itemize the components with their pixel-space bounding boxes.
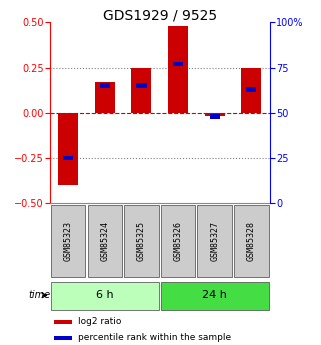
Text: log2 ratio: log2 ratio <box>78 317 122 326</box>
Text: GSM85328: GSM85328 <box>247 221 256 261</box>
Bar <box>63 156 73 160</box>
Bar <box>161 282 269 310</box>
Bar <box>131 68 152 113</box>
Bar <box>173 62 183 66</box>
Bar <box>51 205 85 277</box>
Text: GSM85323: GSM85323 <box>64 221 73 261</box>
Bar <box>54 320 72 324</box>
Bar <box>161 205 195 277</box>
Text: GSM85324: GSM85324 <box>100 221 109 261</box>
Bar <box>241 68 261 113</box>
Bar <box>168 26 188 113</box>
Text: GSM85327: GSM85327 <box>210 221 219 261</box>
Bar <box>51 282 159 310</box>
Bar <box>54 336 72 340</box>
Bar <box>246 87 256 91</box>
Bar <box>204 113 225 116</box>
Bar <box>95 82 115 113</box>
Bar <box>210 114 220 119</box>
Text: percentile rank within the sample: percentile rank within the sample <box>78 333 231 342</box>
Bar <box>88 205 122 277</box>
Text: GSM85326: GSM85326 <box>174 221 183 261</box>
Text: GSM85325: GSM85325 <box>137 221 146 261</box>
Title: GDS1929 / 9525: GDS1929 / 9525 <box>103 8 217 22</box>
Text: time: time <box>28 290 50 300</box>
Bar <box>234 205 269 277</box>
Bar <box>58 113 78 185</box>
Bar <box>124 205 159 277</box>
Bar <box>136 83 146 88</box>
Text: 24 h: 24 h <box>202 290 227 300</box>
Bar <box>100 83 110 88</box>
Bar <box>197 205 232 277</box>
Text: 6 h: 6 h <box>96 290 114 300</box>
